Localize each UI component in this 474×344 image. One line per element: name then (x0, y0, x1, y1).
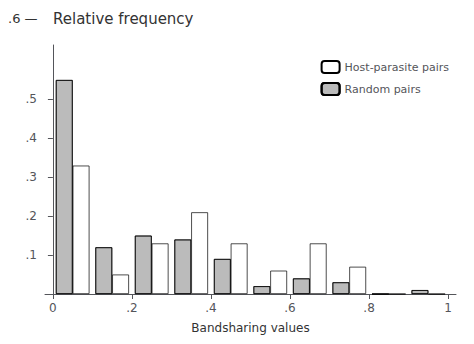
svg-text:Host-parasite pairs: Host-parasite pairs (345, 61, 450, 74)
svg-text:0: 0 (49, 301, 57, 315)
svg-text:.2: .2 (126, 301, 137, 315)
svg-text:.5: .5 (26, 92, 37, 106)
svg-text:.3: .3 (26, 170, 37, 184)
svg-text:.2: .2 (26, 209, 37, 223)
svg-text:.8: .8 (363, 301, 374, 315)
svg-text:Relative frequency: Relative frequency (53, 10, 194, 28)
svg-text:.4: .4 (205, 301, 216, 315)
svg-text:.6: .6 (284, 301, 295, 315)
svg-text:.4: .4 (26, 131, 37, 145)
svg-text:.6 —: .6 — (8, 11, 38, 26)
svg-text:Bandsharing values: Bandsharing values (191, 321, 309, 335)
svg-text:1: 1 (444, 301, 452, 315)
svg-text:Random pairs: Random pairs (345, 83, 421, 96)
svg-text:.1: .1 (26, 248, 37, 262)
